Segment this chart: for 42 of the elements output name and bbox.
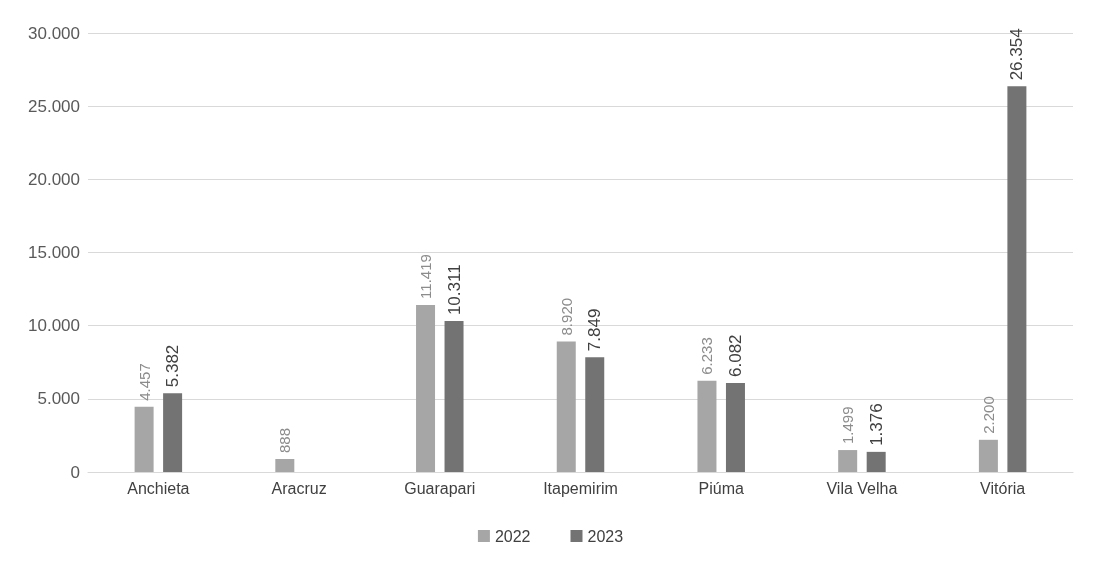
x-tick-label: Anchieta	[127, 479, 190, 497]
y-tick-label: 25.000	[28, 96, 80, 116]
x-tick-label: Guarapari	[404, 479, 476, 497]
bar	[556, 341, 576, 472]
bar	[275, 459, 295, 472]
y-tick-label: 5.000	[37, 389, 80, 409]
bar	[978, 439, 998, 472]
bar	[866, 451, 886, 472]
data-label: 7.849	[585, 308, 605, 352]
data-label: 1.376	[866, 403, 886, 446]
y-tick-label: 30.000	[28, 23, 80, 43]
data-label: 4.457	[135, 363, 153, 401]
legend-label: 2022	[494, 527, 531, 545]
x-tick-label: Itapemirim	[543, 479, 618, 497]
bar	[838, 450, 858, 472]
bar	[163, 393, 183, 472]
x-tick-label: Vila Velha	[826, 479, 898, 497]
bar	[725, 383, 745, 472]
data-label: 8.920	[557, 297, 575, 336]
data-label: 5.382	[163, 344, 183, 388]
x-tick-label: Vitória	[980, 479, 1026, 497]
y-tick-label: 15.000	[28, 243, 80, 262]
data-label: 1.499	[839, 406, 857, 445]
y-tick-label: 0	[70, 462, 80, 482]
x-tick-label: Aracruz	[271, 479, 327, 497]
bar	[134, 406, 154, 472]
bar	[697, 380, 717, 472]
data-label: 888	[276, 427, 294, 454]
legend-label: 2023	[587, 527, 624, 545]
x-tick-label: Piúma	[698, 479, 744, 497]
y-tick-label: 10.000	[28, 316, 80, 336]
data-label: 10.311	[444, 264, 464, 316]
data-label: 2.200	[979, 396, 997, 434]
bar	[444, 321, 464, 472]
data-label: 26.354	[1007, 28, 1027, 81]
data-label: 11.419	[417, 254, 435, 299]
bar	[585, 357, 605, 472]
y-tick-label: 20.000	[28, 169, 80, 189]
bar	[1007, 86, 1027, 472]
bar	[416, 304, 436, 472]
data-label: 6.233	[698, 337, 716, 375]
data-label: 6.082	[725, 334, 745, 377]
